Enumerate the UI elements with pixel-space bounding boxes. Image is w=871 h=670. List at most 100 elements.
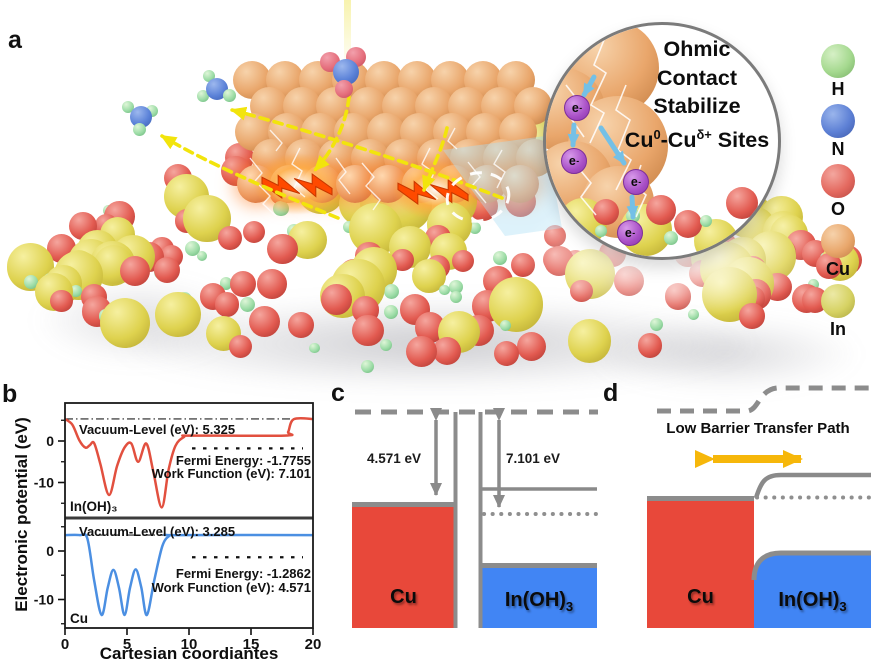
- atom-sphere: [130, 106, 152, 128]
- atom-sphere: [808, 279, 819, 291]
- atom-sphere: [239, 297, 255, 313]
- inoh3-band-block: [481, 563, 597, 628]
- atom-sphere: [674, 210, 702, 238]
- magnifier-source-circle: [445, 171, 511, 223]
- electron-arrows: [567, 74, 639, 220]
- x-tick-label: 5: [123, 636, 131, 653]
- inset-caption: Ohmic Contact Stabilize Cu0-Cuδ+ Sites: [616, 35, 778, 154]
- atom-sphere: [637, 332, 663, 358]
- work-function-annotation: Work Function (eV): 7.101: [152, 466, 311, 481]
- atom-sphere: [493, 340, 519, 366]
- atom-sphere: [650, 317, 664, 331]
- legend-sphere-Cu: [821, 224, 855, 258]
- atom-sphere: [593, 199, 619, 225]
- atom-sphere: [248, 305, 280, 337]
- legend-label-Cu: Cu: [826, 259, 850, 279]
- atom-sphere: [50, 289, 73, 313]
- electron-badge: e-: [564, 95, 590, 121]
- inset-caption-sites: Cu0-Cuδ+ Sites: [624, 126, 770, 152]
- panel-a-overlay: [160, 95, 562, 236]
- x-tick-label: 15: [243, 636, 260, 653]
- magnifier-cone: [443, 136, 562, 236]
- atom-sphere: [391, 248, 414, 272]
- panel-c-lines: [355, 408, 599, 628]
- atom-sphere: [184, 240, 200, 257]
- vacuum-annotation: Vacuum-Level (eV): 5.325: [79, 422, 235, 437]
- legend-label-N: N: [831, 139, 845, 159]
- atom-sphere: [155, 291, 201, 338]
- atom-sphere: [360, 360, 374, 373]
- atom-sphere: [500, 319, 511, 331]
- atom-sphere: [405, 335, 437, 367]
- panel-d-ohmic-contact: d Low Barrier Transfer Path Cu In(OH)3: [601, 378, 871, 670]
- panel-label-b: b: [2, 380, 18, 408]
- legend-label-In: In: [830, 319, 846, 339]
- work-function-value-inoh3: 7.101 eV: [505, 451, 561, 466]
- inset-caption-line: Contact: [656, 65, 738, 90]
- atom-sphere: [69, 284, 83, 298]
- cu-band-block: [352, 502, 455, 628]
- atom-sphere: [228, 334, 252, 358]
- legend-item-H: H: [806, 44, 870, 100]
- inoh3-block-label: In(OH)3: [504, 589, 574, 614]
- legend-label-O: O: [830, 199, 845, 219]
- panel-label-a: a: [8, 26, 22, 54]
- ohmic-contact-inset: e- e- e- e- Ohmic Contact Stabilize Cu0-…: [543, 22, 781, 260]
- atom-sphere: [595, 225, 607, 237]
- work-function-annotation: Work Function (eV): 4.571: [152, 580, 311, 595]
- plot-border: [64, 402, 314, 629]
- atom-sphere: [257, 269, 287, 299]
- y-tick-label: -10: [34, 592, 54, 608]
- cu-band-block: [647, 496, 754, 628]
- cu-block-label: Cu: [687, 586, 714, 608]
- vacuum-level-line: [657, 385, 871, 414]
- atom-sphere: [243, 220, 265, 243]
- potential-chart: 0 -10 Vacuum-Level (eV): 5.325 Fermi Energy…: [34, 402, 321, 653]
- atom-sphere: [119, 255, 150, 286]
- panel-label-c: c: [331, 379, 345, 407]
- atom-sphere: [197, 250, 208, 261]
- atom-sphere: [448, 279, 464, 295]
- legend-item-In: In: [806, 284, 870, 340]
- atom-sphere: [335, 80, 353, 98]
- fermi-annotation: Fermi Energy: -1.2862: [176, 566, 311, 581]
- cu-block-label: Cu: [390, 586, 417, 608]
- conduction-band-curve: [753, 472, 871, 499]
- atom-sphere: [700, 215, 712, 227]
- electron-badge: e-: [623, 169, 649, 195]
- atom-sphere: [308, 342, 320, 354]
- y-tick-label: 0: [46, 433, 54, 449]
- panel-d-lines: [657, 385, 871, 628]
- atom-sphere: [433, 336, 462, 366]
- x-tick-label: 0: [61, 636, 69, 653]
- atom-sphere: [230, 271, 257, 298]
- work-function-value-cu: 4.571 eV: [366, 451, 422, 466]
- atom-sphere: [288, 312, 314, 338]
- atom-sphere: [439, 284, 450, 296]
- atom-sphere: [664, 231, 678, 245]
- atom-sphere: [567, 319, 612, 363]
- atom-sphere: [100, 297, 151, 348]
- vacuum-annotation: Vacuum-Level (eV): 3.285: [79, 524, 235, 539]
- panel-c-band-alignment: c 4.571 eV 7.101 eV Cu In(OH)3: [330, 378, 600, 670]
- atom-sphere: [450, 290, 463, 303]
- atom-sphere: [380, 338, 393, 352]
- potential-curve: [65, 532, 313, 617]
- legend-sphere-H: [821, 44, 855, 78]
- atom-sphere: [321, 283, 353, 315]
- atom-sphere: [132, 122, 146, 136]
- reaction-arrows: [160, 95, 504, 220]
- x-tick-label: 10: [181, 636, 198, 653]
- x-axis-label: Cartesian coordiantes: [99, 644, 279, 663]
- inset-caption-line: Ohmic: [663, 37, 731, 61]
- inoh3-block-label: In(OH)3: [778, 589, 847, 614]
- legend-label-H: H: [831, 79, 845, 99]
- legend-item-Cu: Cu: [806, 224, 870, 280]
- series-label: Cu: [70, 611, 88, 626]
- y-tick-label: 0: [46, 543, 54, 559]
- legend-item-N: N: [806, 104, 870, 160]
- inset-caption-line: Stabilize: [653, 94, 741, 118]
- atom-sphere: [217, 225, 242, 250]
- inoh3-band-block: [754, 553, 871, 628]
